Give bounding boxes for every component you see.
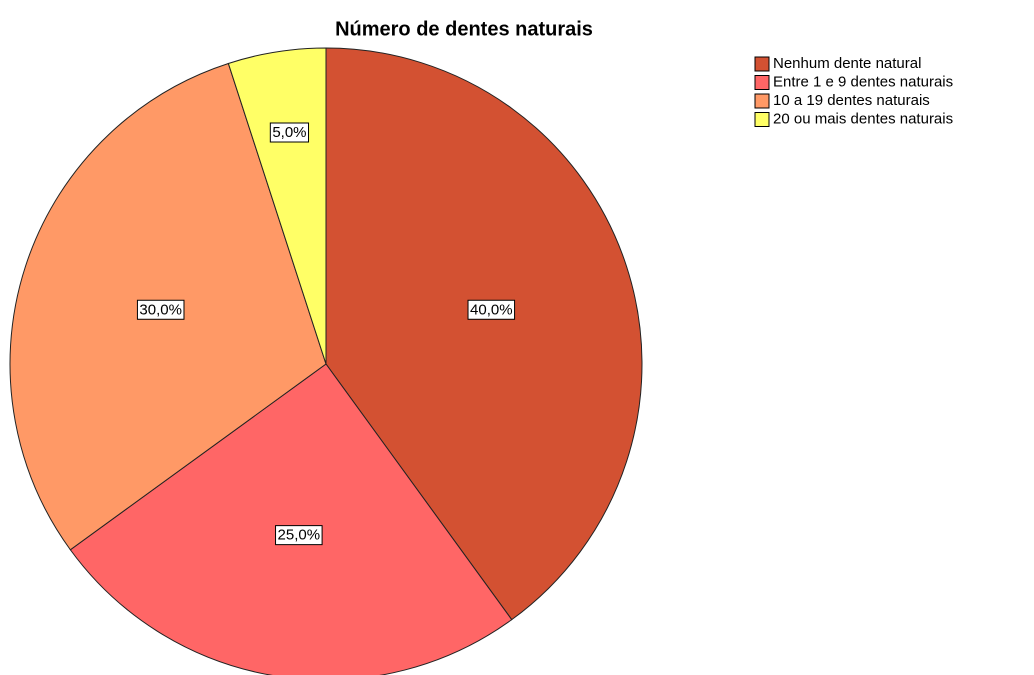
data-label: 25,0% [275, 525, 323, 546]
legend-swatch [754, 112, 770, 127]
data-label-box [275, 525, 323, 546]
legend-label: 20 ou mais dentes naturais [773, 110, 953, 127]
data-label-box [467, 299, 516, 320]
data-label-text: 40,0% [470, 301, 513, 318]
legend-swatch [754, 93, 770, 109]
chart-title: Número de dentes naturais [335, 18, 593, 40]
data-label-box [269, 122, 310, 143]
legend-label: Entre 1 e 9 dentes naturais [773, 73, 953, 90]
legend-label: Nenhum dente natural [773, 55, 921, 72]
data-label: 40,0% [467, 299, 516, 320]
pie-slice [69, 363, 513, 675]
data-label-text: 25,0% [278, 527, 321, 544]
legend-label: 10 a 19 dentes naturais [773, 92, 930, 109]
legend-swatch [754, 75, 770, 90]
legend-swatch [754, 56, 770, 72]
data-label-box [136, 299, 185, 320]
data-label-text: 5,0% [272, 124, 306, 141]
data-label-text: 30,0% [139, 301, 182, 318]
data-label: 30,0% [136, 299, 185, 320]
data-label: 5,0% [269, 122, 310, 143]
pie-slice [325, 47, 643, 621]
